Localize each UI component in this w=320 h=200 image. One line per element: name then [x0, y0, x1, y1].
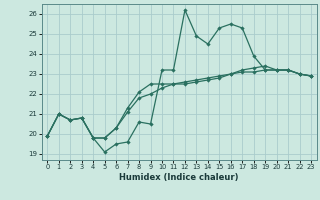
X-axis label: Humidex (Indice chaleur): Humidex (Indice chaleur): [119, 173, 239, 182]
